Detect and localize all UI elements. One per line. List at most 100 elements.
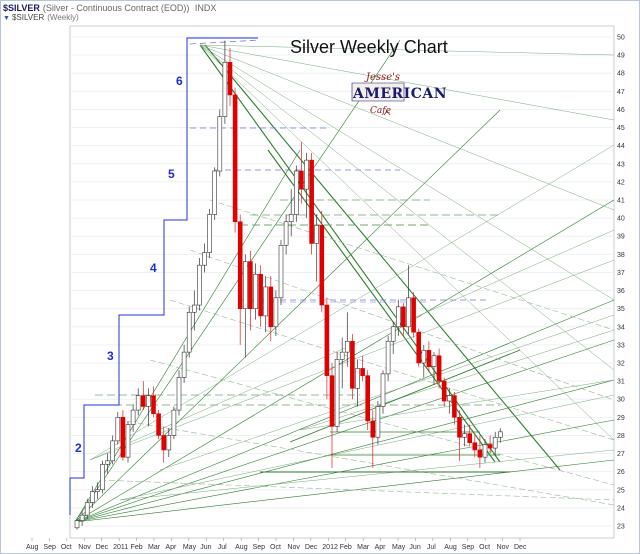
candle-body [462, 433, 467, 438]
candle-body [258, 273, 263, 317]
x-tick-label: Jun [200, 544, 211, 551]
logo-line1: Jesse's [364, 72, 400, 83]
candle-body [477, 449, 483, 458]
trend-line [74, 339, 615, 523]
y-tick-label: 28 [617, 433, 625, 440]
candle-body [192, 304, 197, 313]
y-tick-label: 42 [617, 179, 625, 186]
candles [74, 40, 503, 530]
candle-body [416, 331, 422, 364]
candle-body [360, 368, 365, 376]
trend-line [209, 199, 615, 331]
candle-body [401, 306, 406, 328]
candle-body [365, 375, 371, 422]
trend-line [199, 44, 615, 371]
candle-body [232, 94, 238, 223]
y-tick-label: 35 [617, 306, 625, 313]
y-axis-ticks: 23 24 25 26 27 28 29 30 31 32 33 34 35 36 37 38 39 40 41 42… [617, 35, 625, 531]
candle-body [237, 221, 243, 309]
candle-body [105, 460, 110, 465]
candle-body [288, 214, 294, 223]
x-tick-label: Jul [427, 544, 436, 551]
x-tick-label: Mar [148, 544, 161, 551]
candle-body [217, 116, 223, 172]
trend-line [199, 44, 615, 441]
wave-steps [69, 37, 258, 515]
x-tick-label: 2012 [322, 544, 338, 551]
trend-line [159, 314, 615, 471]
candle-body [482, 444, 488, 458]
candle-body [319, 225, 325, 306]
candle-body [151, 395, 156, 415]
candle-body [421, 350, 427, 364]
candle-body [411, 297, 416, 333]
candle-body [171, 409, 177, 436]
candle-body [120, 417, 126, 458]
x-tick-label: Nov [287, 544, 300, 551]
x-tick-label: Feb [340, 544, 352, 551]
y-tick-label: 50 [617, 35, 625, 42]
wave-labels: 2 3 4 5 6 [75, 74, 183, 455]
trend-line [199, 44, 501, 463]
y-tick-label: 29 [617, 415, 625, 422]
candle-body [355, 368, 360, 389]
candle-body [197, 264, 202, 306]
trend-line [289, 349, 521, 443]
candle-body [90, 491, 95, 503]
candle-body [176, 377, 182, 411]
trend-line [119, 419, 615, 506]
x-tick-label: Aug [235, 544, 248, 551]
candle-body [380, 373, 386, 407]
y-tick-label: 27 [617, 451, 625, 458]
candle-body [487, 444, 493, 449]
y-tick-label: 33 [617, 342, 625, 349]
trend-line [199, 44, 615, 56]
plot-area [69, 25, 615, 539]
y-tick-label: 47 [617, 89, 625, 96]
x-tick-label: Jun [409, 544, 420, 551]
candle-body [324, 304, 330, 376]
x-tick-label: Aug [444, 544, 457, 551]
candle-body [181, 351, 187, 378]
y-tick-label: 32 [617, 361, 625, 368]
wave-label: 3 [107, 349, 114, 363]
candle-body [243, 261, 248, 309]
trend-line [74, 419, 615, 523]
candle-body [125, 424, 131, 458]
logo-banner [351, 82, 405, 102]
candle-body [156, 413, 161, 436]
x-tick-label: Dec [514, 544, 527, 551]
y-tick-label: 38 [617, 252, 625, 259]
candle-body [207, 214, 212, 253]
candle-body [268, 286, 274, 328]
y-tick-label: 30 [617, 397, 625, 404]
candle-body [212, 170, 217, 215]
candle-body [304, 159, 309, 190]
candle-body [350, 340, 355, 389]
trend-line [204, 44, 561, 471]
candle-body [329, 375, 335, 427]
candle-body [227, 62, 233, 96]
candle-body [452, 395, 457, 418]
candle-body [84, 502, 90, 516]
chart-header-line1: $SILVER (Silver - Continuous Contract (EO… [3, 3, 216, 13]
candle-body [74, 520, 80, 529]
candle-body [166, 435, 172, 451]
trend-line [74, 109, 501, 523]
candle-body [79, 514, 85, 521]
candle-body [110, 440, 115, 462]
candle-body [273, 297, 279, 328]
candle-body [283, 221, 289, 246]
x-tick-label: Nov [497, 544, 510, 551]
period-label: (Weekly) [47, 13, 79, 22]
y-tick-label: 31 [617, 379, 625, 386]
step-line [69, 37, 258, 515]
y-tick-label: 48 [617, 71, 625, 78]
candle-body [278, 244, 284, 299]
expand-arrow-icon[interactable]: ▼ [3, 15, 10, 22]
y-tick-label: 43 [617, 161, 625, 168]
candle-body [344, 340, 350, 353]
candle-body [406, 297, 411, 328]
candle-body [339, 351, 345, 360]
